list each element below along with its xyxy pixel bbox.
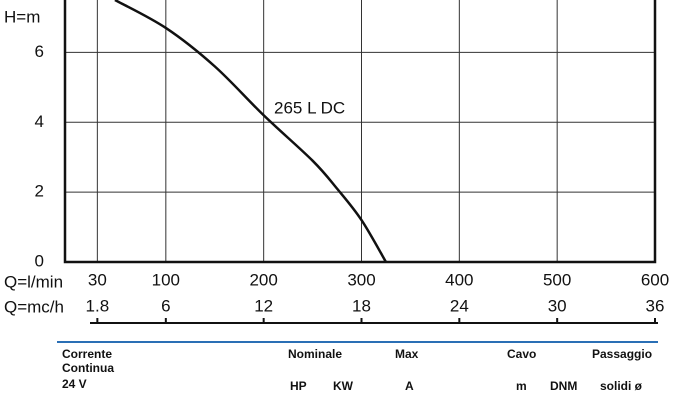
y-axis-label: H=m [4, 7, 40, 26]
x-tick-label: 30 [88, 270, 107, 289]
x2-tick-label: 18 [352, 296, 371, 315]
table-unit: KW [333, 379, 354, 393]
table-label: Corrente [62, 347, 112, 361]
y-tick-label: 2 [35, 182, 44, 201]
x-tick-label: 100 [152, 270, 180, 289]
table-header: Cavo [507, 347, 536, 361]
table-unit: DNM [550, 379, 577, 393]
table-unit: A [405, 379, 414, 393]
x2-axis-label: Q=mc/h [4, 297, 64, 316]
curve-label: 265 L DC [274, 98, 345, 117]
x2-tick-label: 6 [161, 296, 170, 315]
y-tick-label: 4 [35, 112, 44, 131]
x2-tick-label: 24 [450, 296, 469, 315]
table-unit: solidi ø [600, 379, 643, 393]
table-header: Passaggio [592, 347, 652, 361]
x-tick-label: 400 [445, 270, 473, 289]
x-tick-label: 200 [249, 270, 277, 289]
x-tick-label: 600 [641, 270, 669, 289]
x2-tick-label: 30 [548, 296, 567, 315]
table-unit: HP [290, 379, 307, 393]
table-header: Nominale [288, 347, 342, 361]
y-tick-label: 0 [35, 251, 44, 270]
table-label: Continua [62, 361, 114, 375]
x-axis-label: Q=l/min [4, 272, 63, 291]
x-tick-label: 300 [347, 270, 375, 289]
x2-tick-label: 1.8 [86, 296, 110, 315]
table-unit: m [516, 379, 527, 393]
x2-tick-label: 12 [254, 296, 273, 315]
x-tick-label: 500 [543, 270, 571, 289]
curve [114, 0, 388, 263]
y-tick-label: 6 [35, 42, 44, 61]
plot-frame [63, 0, 657, 264]
x2-tick-label: 36 [646, 296, 665, 315]
table-header: Max [395, 347, 419, 361]
table-label: 24 V [62, 377, 87, 391]
